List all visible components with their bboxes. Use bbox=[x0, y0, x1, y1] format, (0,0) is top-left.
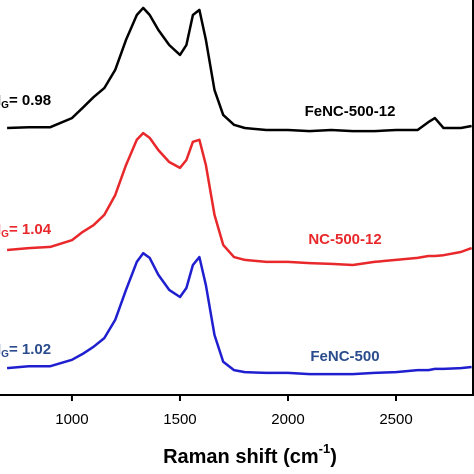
annotation-prefix: I bbox=[0, 221, 1, 238]
annotation: IG= 0.98 bbox=[0, 92, 51, 111]
series-label: NC-500-12 bbox=[308, 231, 381, 248]
annotation-prefix: I bbox=[0, 341, 1, 358]
x-axis-label-sup: -1 bbox=[319, 441, 331, 456]
series-label: FeNC-500-12 bbox=[305, 103, 396, 120]
series-line bbox=[6, 251, 472, 376]
annotation-text: = 1.02 bbox=[9, 341, 51, 358]
x-axis-label: Raman shift (cm-1) bbox=[163, 441, 337, 468]
series-label: FeNC-500 bbox=[310, 348, 379, 365]
annotation-sub: G bbox=[1, 229, 9, 240]
annotation-text: = 0.98 bbox=[9, 92, 51, 109]
x-tick-label: 2500 bbox=[379, 411, 412, 428]
series-line bbox=[6, 131, 473, 267]
annotation: IG= 1.02 bbox=[0, 341, 51, 360]
annotation-sub: G bbox=[1, 349, 9, 360]
annotation-prefix: I bbox=[0, 92, 1, 109]
x-tick-label: 2000 bbox=[271, 411, 304, 428]
annotation-sub: G bbox=[1, 100, 9, 111]
annotation-text: = 1.04 bbox=[9, 221, 52, 238]
x-axis-label-end: ) bbox=[330, 446, 337, 468]
x-axis-label-text: Raman shift (cm bbox=[163, 446, 319, 468]
annotation: IG= 1.04 bbox=[0, 221, 52, 240]
x-tick-label: 1500 bbox=[163, 411, 196, 428]
x-tick-label: 1000 bbox=[55, 411, 88, 428]
series-line bbox=[7, 6, 472, 133]
